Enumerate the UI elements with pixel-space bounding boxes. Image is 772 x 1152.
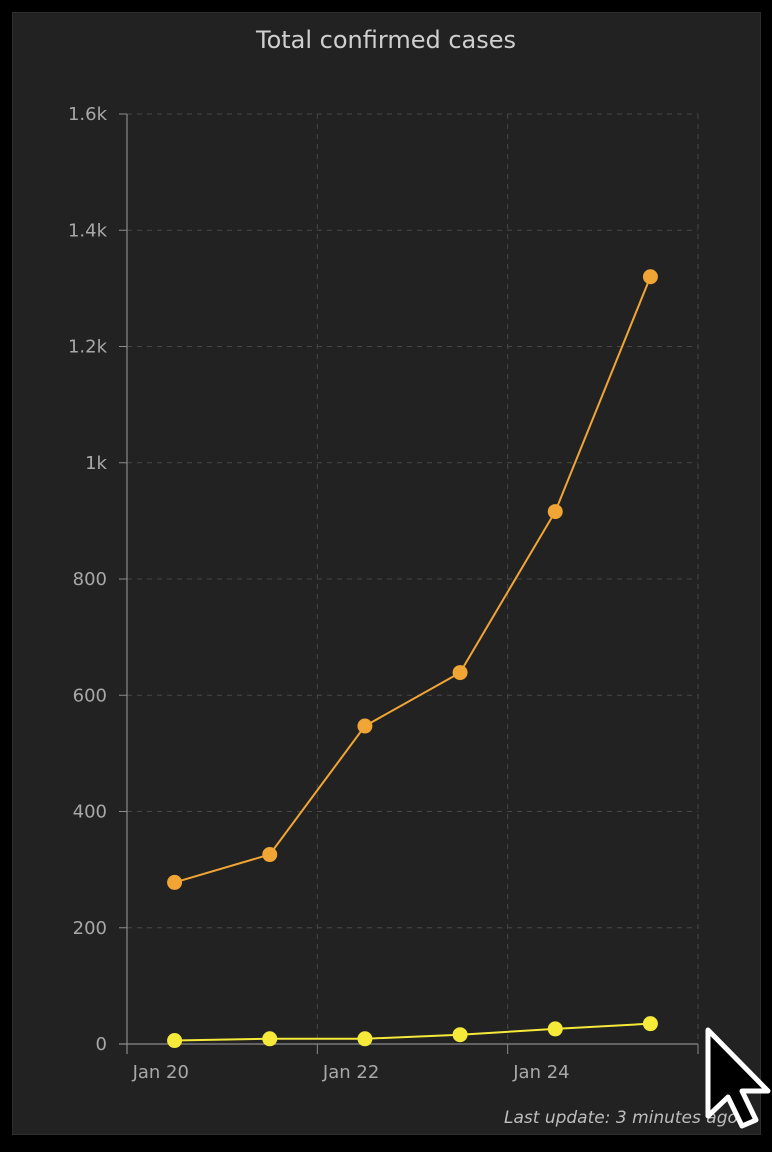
data-point — [262, 1031, 278, 1047]
y-tick-label: 400 — [73, 802, 107, 823]
y-tick-label: 600 — [73, 685, 107, 706]
y-tick-label: 800 — [73, 569, 107, 590]
y-tick-label: 200 — [73, 918, 107, 939]
y-tick-label: 0 — [96, 1034, 107, 1055]
data-point — [547, 504, 563, 520]
last-update-text: Last update: 3 minutes ago — [504, 1108, 738, 1128]
data-point — [547, 1021, 563, 1037]
data-point — [452, 1027, 468, 1043]
data-point — [642, 269, 658, 285]
data-point — [167, 1033, 183, 1049]
y-tick-label: 1.2k — [68, 337, 108, 358]
chart-panel — [12, 12, 761, 1135]
x-tick-label: Jan 24 — [512, 1062, 569, 1083]
data-point — [167, 874, 183, 890]
x-tick-label: Jan 20 — [132, 1062, 189, 1083]
data-point — [357, 1031, 373, 1047]
data-point — [452, 665, 468, 681]
data-point — [262, 847, 278, 863]
mouse-cursor-icon — [705, 1027, 771, 1129]
y-tick-label: 1.6k — [68, 104, 108, 125]
series-line-1 — [174, 276, 652, 884]
y-tick-label: 1k — [85, 453, 107, 474]
x-tick-label: Jan 22 — [322, 1062, 379, 1083]
series-line-2 — [174, 1022, 651, 1042]
data-point — [642, 1016, 658, 1032]
chart-title: Total confirmed cases — [255, 26, 516, 54]
data-point — [357, 718, 373, 734]
y-tick-label: 1.4k — [68, 220, 108, 241]
